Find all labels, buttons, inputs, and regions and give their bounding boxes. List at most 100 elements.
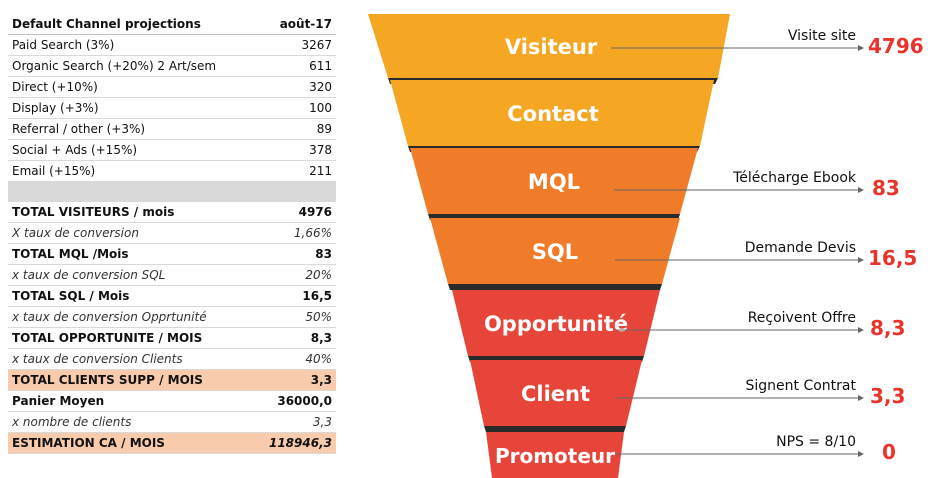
funnel-stage-value: 3,3: [870, 384, 905, 408]
funnel-stage-label: Client: [521, 382, 590, 406]
table-row: X taux de conversion 1,66%: [8, 222, 336, 245]
row-label-cell[interactable]: Direct (+10%): [8, 76, 248, 98]
row-label-cell[interactable]: TOTAL SQL / Mois: [8, 285, 248, 308]
funnel-stage-value: 0: [882, 440, 896, 464]
table-row: TOTAL OPPORTUNITE / MOIS 8,3: [8, 327, 336, 350]
funnel-stage-shadow: [484, 426, 626, 432]
row-label-cell[interactable]: Display (+3%): [8, 97, 248, 119]
arrowhead-icon: [858, 451, 864, 457]
row-value-cell[interactable]: 211: [248, 160, 336, 182]
table-row: x taux de conversion Opprtunité 50%: [8, 306, 336, 329]
funnel-stage-label: SQL: [532, 240, 578, 264]
table-row: Paid Search (3%) 3267: [8, 34, 336, 56]
table-row: Referral / other (+3%) 89: [8, 118, 336, 140]
header-month-cell[interactable]: août-17: [248, 14, 336, 35]
funnel-stage-band: [470, 360, 642, 426]
table-row: Organic Search (+20%) 2 Art/sem 611: [8, 55, 336, 77]
row-label-cell[interactable]: Referral / other (+3%): [8, 118, 248, 140]
row-label-cell[interactable]: Paid Search (3%): [8, 34, 248, 56]
row-label-cell[interactable]: Panier Moyen: [8, 390, 248, 413]
row-label-cell[interactable]: TOTAL OPPORTUNITE / MOIS: [8, 327, 248, 350]
funnel-stage-band: [452, 290, 660, 356]
row-label-cell[interactable]: x taux de conversion SQL: [8, 264, 248, 287]
funnel-stage-label: Promoteur: [495, 444, 615, 468]
row-label-cell[interactable]: Organic Search (+20%) 2 Art/sem: [8, 55, 248, 77]
row-label-cell[interactable]: TOTAL CLIENTS SUPP / MOIS: [8, 369, 248, 392]
funnel-stage-band: [430, 218, 680, 284]
row-label-cell[interactable]: ESTIMATION CA / MOIS: [8, 432, 248, 455]
row-value-cell[interactable]: 378: [248, 139, 336, 161]
funnel-stage-band: [410, 148, 698, 214]
row-value-cell[interactable]: 100: [248, 97, 336, 119]
projections-table-body: Default Channel projections août-17 Paid…: [8, 14, 336, 455]
row-label-cell[interactable]: Social + Ads (+15%): [8, 139, 248, 161]
arrowhead-icon: [858, 45, 864, 51]
row-label-cell[interactable]: x taux de conversion Clients: [8, 348, 248, 371]
row-label-cell[interactable]: Email (+15%): [8, 160, 248, 182]
row-label-cell[interactable]: TOTAL MQL /Mois: [8, 243, 248, 266]
funnel-stage-value: 4796: [868, 34, 924, 58]
row-label-cell[interactable]: [8, 181, 248, 203]
row-value-cell[interactable]: 36000,0: [248, 390, 336, 413]
funnel-stage-band: [486, 432, 624, 478]
funnel-annotation-label: Visite site: [788, 28, 856, 44]
funnel-stage-1: Contact: [390, 80, 714, 152]
row-label-cell[interactable]: X taux de conversion: [8, 222, 248, 245]
funnel-stage-3: SQL Demande Devis 16,5: [430, 218, 917, 290]
table-row: x taux de conversion Clients 40%: [8, 348, 336, 371]
table-row: [8, 181, 336, 203]
funnel-stage-band: [368, 14, 730, 78]
row-value-cell[interactable]: 20%: [248, 264, 336, 287]
funnel-stage-0: Visiteur Visite site 4796: [368, 14, 924, 84]
table-row: Social + Ads (+15%) 378: [8, 139, 336, 161]
funnel-stage-value: 8,3: [870, 316, 905, 340]
row-value-cell[interactable]: 611: [248, 55, 336, 77]
funnel-annotation-label: Télécharge Ebook: [732, 170, 857, 186]
table-row: x taux de conversion SQL 20%: [8, 264, 336, 287]
row-label-cell[interactable]: TOTAL VISITEURS / mois: [8, 201, 248, 224]
table-header-row: Default Channel projections août-17: [8, 14, 336, 35]
table-row: TOTAL SQL / Mois 16,5: [8, 285, 336, 308]
arrowhead-icon: [858, 327, 864, 333]
row-value-cell[interactable]: 3267: [248, 34, 336, 56]
projections-table: Default Channel projections août-17 Paid…: [8, 14, 336, 455]
table-row: x nombre de clients 3,3: [8, 411, 336, 434]
row-label-cell[interactable]: x nombre de clients: [8, 411, 248, 434]
funnel-stage-value: 83: [872, 176, 900, 200]
row-value-cell[interactable]: 50%: [248, 306, 336, 329]
funnel-stage-band: [390, 80, 714, 146]
row-value-cell[interactable]: 8,3: [248, 327, 336, 350]
row-value-cell[interactable]: 118946,3: [248, 432, 336, 455]
table-row: TOTAL CLIENTS SUPP / MOIS 3,3: [8, 369, 336, 392]
funnel-stage-label: Contact: [507, 102, 599, 126]
row-value-cell[interactable]: 16,5: [248, 285, 336, 308]
table-row: Panier Moyen 36000,0: [8, 390, 336, 413]
row-value-cell[interactable]: 1,66%: [248, 222, 336, 245]
row-label-cell[interactable]: x taux de conversion Opprtunité: [8, 306, 248, 329]
funnel-stage-2: MQL Télécharge Ebook 83: [410, 148, 900, 220]
arrowhead-icon: [858, 395, 864, 401]
table-row: TOTAL VISITEURS / mois 4976: [8, 201, 336, 224]
table-row: Direct (+10%) 320: [8, 76, 336, 98]
funnel-stage-label: Opportunité: [484, 312, 628, 336]
row-value-cell[interactable]: 3,3: [248, 369, 336, 392]
funnel-stage-value: 16,5: [868, 246, 917, 270]
row-value-cell[interactable]: 4976: [248, 201, 336, 224]
funnel-annotation-label: NPS = 8/10: [776, 434, 856, 450]
funnel-annotation-label: Demande Devis: [745, 240, 856, 256]
funnel-stage-shadow: [448, 284, 662, 290]
funnel-annotation-label: Reçoivent Offre: [748, 310, 856, 326]
funnel-stage-4: Opportunité Reçoivent Offre 8,3: [452, 290, 905, 362]
arrowhead-icon: [858, 257, 864, 263]
row-value-cell[interactable]: 40%: [248, 348, 336, 371]
row-value-cell[interactable]: 89: [248, 118, 336, 140]
row-value-cell[interactable]: [248, 181, 336, 203]
row-value-cell[interactable]: 3,3: [248, 411, 336, 434]
funnel-stage-label: MQL: [528, 170, 580, 194]
funnel-stage-label: Visiteur: [505, 35, 598, 59]
row-value-cell[interactable]: 83: [248, 243, 336, 266]
table-row: ESTIMATION CA / MOIS 118946,3: [8, 432, 336, 455]
row-value-cell[interactable]: 320: [248, 76, 336, 98]
header-label-cell[interactable]: Default Channel projections: [8, 14, 248, 35]
